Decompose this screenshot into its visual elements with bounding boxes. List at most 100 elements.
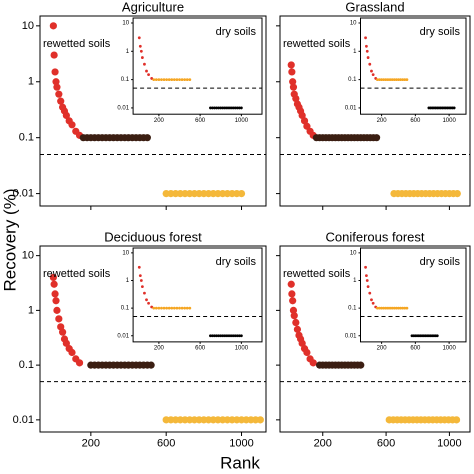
point xyxy=(237,334,241,338)
point xyxy=(51,290,59,298)
inset-annotation: dry soils xyxy=(216,26,257,38)
y-tick-label: 0.1 xyxy=(121,77,130,83)
x-tick-label: 600 xyxy=(377,438,395,450)
point xyxy=(223,106,227,110)
x-tick-label: 200 xyxy=(377,346,388,352)
x-tick-label: 600 xyxy=(195,118,206,124)
y-tick-label: 0.01 xyxy=(13,414,34,426)
point xyxy=(401,78,405,82)
point xyxy=(403,78,407,82)
point xyxy=(368,291,372,295)
y-tick-label: 1 xyxy=(126,49,130,55)
point xyxy=(154,78,158,82)
point xyxy=(183,78,187,82)
inset-annotation: dry soils xyxy=(216,256,257,268)
x-tick-label: 200 xyxy=(154,118,165,124)
point xyxy=(225,106,229,110)
x-tick-label: 1000 xyxy=(235,118,249,124)
point xyxy=(380,306,383,310)
point xyxy=(289,297,297,305)
point xyxy=(217,106,221,110)
point xyxy=(138,44,142,48)
point xyxy=(288,68,296,76)
x-tick-label: 600 xyxy=(157,438,175,450)
point xyxy=(287,280,295,288)
point xyxy=(147,301,150,305)
point xyxy=(233,334,237,338)
plot-frame xyxy=(360,247,467,343)
point xyxy=(165,306,169,310)
point xyxy=(145,69,148,73)
point xyxy=(143,134,151,142)
point xyxy=(147,73,150,77)
point xyxy=(221,106,225,110)
point xyxy=(215,106,219,110)
annotation: rewetted soils xyxy=(283,268,351,280)
point xyxy=(50,51,58,59)
point xyxy=(392,78,396,82)
point xyxy=(390,78,394,82)
point xyxy=(57,97,65,105)
point xyxy=(152,306,156,310)
point xyxy=(62,111,70,120)
point xyxy=(384,78,388,82)
point xyxy=(239,334,243,338)
point xyxy=(375,306,379,310)
point xyxy=(52,78,60,86)
point xyxy=(143,62,146,66)
point xyxy=(365,44,368,48)
point xyxy=(188,78,192,82)
point xyxy=(231,106,235,110)
y-tick-label: 10 xyxy=(22,20,34,32)
point xyxy=(221,334,225,338)
point xyxy=(403,306,407,310)
annotation: rewetted soils xyxy=(283,38,351,50)
point xyxy=(375,78,379,82)
x-tick-label: 600 xyxy=(410,118,421,124)
point xyxy=(68,121,76,129)
point xyxy=(303,348,311,357)
point xyxy=(388,306,392,310)
point xyxy=(172,306,176,310)
panel-title: Agriculture xyxy=(122,0,184,14)
point xyxy=(175,78,179,82)
point xyxy=(237,189,246,198)
y-tick-label: 1 xyxy=(126,278,130,284)
point xyxy=(178,306,181,310)
point xyxy=(384,306,388,310)
point xyxy=(217,334,221,338)
y-tick-label: 0.01 xyxy=(117,333,129,339)
point xyxy=(53,83,61,91)
point xyxy=(405,78,409,82)
point xyxy=(49,22,57,30)
x-tick-label: 200 xyxy=(377,118,388,124)
point xyxy=(138,274,142,278)
y-tick-label: 10 xyxy=(22,250,34,262)
point xyxy=(399,306,402,310)
point xyxy=(378,78,381,82)
point xyxy=(292,94,300,103)
point xyxy=(405,306,409,310)
plot-frame xyxy=(132,247,263,343)
point xyxy=(382,306,386,310)
point xyxy=(62,339,70,347)
point xyxy=(167,306,171,310)
y-tick-label: 10 xyxy=(350,21,357,27)
point xyxy=(365,49,369,53)
point xyxy=(229,334,233,338)
point xyxy=(55,90,63,98)
y-axis-label: Recovery (%) xyxy=(0,189,19,292)
point xyxy=(53,306,61,314)
point xyxy=(150,305,154,309)
point xyxy=(368,62,372,66)
point xyxy=(380,78,383,82)
point xyxy=(143,291,146,295)
y-tick-label: 0.01 xyxy=(345,105,357,111)
point xyxy=(293,325,302,333)
point xyxy=(165,78,169,82)
point xyxy=(394,306,398,310)
point xyxy=(219,334,223,338)
point xyxy=(289,78,297,86)
point xyxy=(170,78,174,82)
point xyxy=(215,334,219,338)
